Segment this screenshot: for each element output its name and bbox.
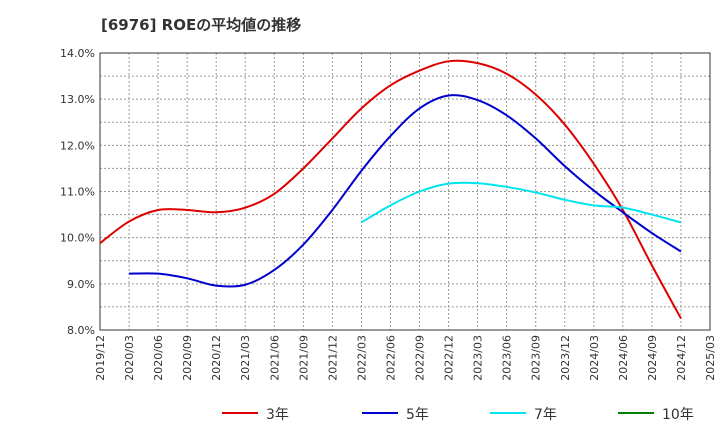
x-tick-label: 2022/03 bbox=[355, 335, 368, 381]
x-tick-label: 2019/12 bbox=[94, 335, 107, 381]
y-tick-label: 11.0% bbox=[60, 186, 95, 199]
x-tick-label: 2024/12 bbox=[675, 335, 688, 381]
x-tick-label: 2023/03 bbox=[472, 335, 485, 381]
series-line-0 bbox=[99, 59, 682, 319]
x-tick-label: 2023/09 bbox=[530, 335, 543, 381]
x-tick-label: 2024/06 bbox=[617, 335, 630, 381]
x-tick-label: 2022/09 bbox=[414, 335, 427, 381]
x-tick-label: 2025/03 bbox=[704, 335, 717, 381]
series-lines bbox=[99, 59, 682, 319]
y-tick-label: 8.0% bbox=[67, 324, 95, 337]
x-tick-label: 2023/12 bbox=[559, 335, 572, 381]
grid-lines bbox=[99, 52, 711, 331]
legend: 3年 5年 7年 10年 bbox=[222, 407, 694, 423]
x-tick-label: 2020/06 bbox=[152, 335, 165, 381]
legend-label-3: 10年 bbox=[662, 407, 694, 423]
x-tick-label: 2020/09 bbox=[181, 335, 194, 381]
x-tick-label: 2022/12 bbox=[443, 335, 456, 381]
chart-title: [6976] ROEの平均値の推移 bbox=[101, 16, 302, 34]
x-tick-label: 2021/06 bbox=[268, 335, 281, 381]
x-tick-label: 2021/03 bbox=[239, 335, 252, 381]
x-tick-label: 2024/09 bbox=[646, 335, 659, 381]
x-tick-label: 2022/06 bbox=[384, 335, 397, 381]
x-axis-ticks: 2019/12 2020/03 2020/06 2020/09 2020/12 2021/… bbox=[94, 335, 717, 381]
y-tick-label: 10.0% bbox=[60, 232, 95, 245]
y-axis-ticks: 8.0% 9.0% 10.0% 11.0% 12.0% 13.0% 14.0% bbox=[60, 47, 95, 337]
x-tick-label: 2021/12 bbox=[326, 335, 339, 381]
legend-label-0: 3年 bbox=[266, 407, 289, 423]
y-tick-label: 14.0% bbox=[60, 47, 95, 60]
y-tick-label: 13.0% bbox=[60, 93, 95, 106]
series-line-1 bbox=[129, 94, 682, 288]
legend-label-1: 5年 bbox=[406, 407, 429, 423]
y-tick-label: 9.0% bbox=[67, 278, 95, 291]
x-tick-label: 2020/03 bbox=[123, 335, 136, 381]
plot-area bbox=[99, 52, 711, 331]
x-tick-label: 2024/03 bbox=[588, 335, 601, 381]
legend-label-2: 7年 bbox=[534, 407, 557, 423]
y-tick-label: 12.0% bbox=[60, 139, 95, 152]
series-line-2 bbox=[360, 181, 682, 224]
x-tick-label: 2020/12 bbox=[210, 335, 223, 381]
x-tick-label: 2021/09 bbox=[297, 335, 310, 381]
x-tick-label: 2023/06 bbox=[501, 335, 514, 381]
